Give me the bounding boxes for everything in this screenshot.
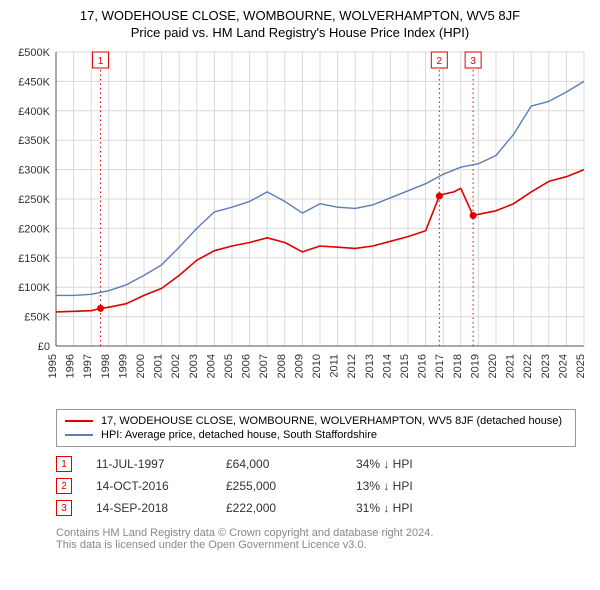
legend-swatch — [65, 434, 93, 436]
svg-text:2020: 2020 — [487, 354, 499, 378]
svg-text:£100K: £100K — [18, 282, 50, 294]
svg-text:1997: 1997 — [82, 354, 94, 378]
table-row: 3 14-SEP-2018 £222,000 31% ↓ HPI — [56, 497, 576, 519]
svg-text:£0: £0 — [38, 341, 50, 353]
event-price: £222,000 — [226, 501, 356, 515]
event-badge: 1 — [56, 456, 72, 472]
svg-text:£500K: £500K — [18, 47, 50, 59]
svg-text:£300K: £300K — [18, 165, 50, 177]
legend-label: HPI: Average price, detached house, Sout… — [101, 429, 377, 441]
chart-subtitle: Price paid vs. HM Land Registry's House … — [10, 25, 590, 40]
svg-text:2: 2 — [437, 56, 443, 67]
svg-text:2005: 2005 — [223, 354, 235, 378]
svg-text:1998: 1998 — [100, 354, 112, 378]
legend-item-hpi: HPI: Average price, detached house, Sout… — [65, 428, 567, 442]
event-delta: 31% ↓ HPI — [356, 501, 476, 515]
svg-text:2017: 2017 — [434, 354, 446, 378]
event-date: 11-JUL-1997 — [96, 457, 226, 471]
event-date: 14-OCT-2016 — [96, 479, 226, 493]
svg-text:2009: 2009 — [293, 354, 305, 378]
legend-label: 17, WODEHOUSE CLOSE, WOMBOURNE, WOLVERHA… — [101, 415, 562, 427]
event-price: £255,000 — [226, 479, 356, 493]
svg-text:2012: 2012 — [346, 354, 358, 378]
svg-text:2023: 2023 — [540, 354, 552, 378]
svg-text:2015: 2015 — [399, 354, 411, 378]
legend-swatch — [65, 420, 93, 422]
svg-text:2021: 2021 — [505, 354, 517, 378]
svg-text:1995: 1995 — [47, 354, 59, 378]
svg-text:£400K: £400K — [18, 106, 50, 118]
line-chart: £0 £50K £100K £150K £200K £250K £300K £350K £400… — [10, 46, 590, 396]
svg-text:2002: 2002 — [170, 354, 182, 378]
event-delta: 34% ↓ HPI — [356, 457, 476, 471]
svg-text:2011: 2011 — [329, 354, 341, 378]
svg-text:2016: 2016 — [417, 354, 429, 378]
footnote: Contains HM Land Registry data © Crown c… — [56, 527, 590, 551]
svg-text:1996: 1996 — [65, 354, 77, 378]
event-badge: 2 — [56, 478, 72, 494]
svg-text:2014: 2014 — [381, 354, 393, 378]
svg-text:2024: 2024 — [557, 354, 569, 378]
svg-text:2004: 2004 — [205, 354, 217, 378]
svg-text:2010: 2010 — [311, 354, 323, 378]
svg-text:£50K: £50K — [24, 312, 50, 324]
event-table: 1 11-JUL-1997 £64,000 34% ↓ HPI 2 14-OCT… — [56, 453, 576, 519]
svg-text:£350K: £350K — [18, 135, 50, 147]
svg-text:2001: 2001 — [153, 354, 165, 378]
event-badge: 3 — [56, 500, 72, 516]
footnote-line: This data is licensed under the Open Gov… — [56, 539, 590, 551]
svg-text:2025: 2025 — [575, 354, 587, 378]
table-row: 2 14-OCT-2016 £255,000 13% ↓ HPI — [56, 475, 576, 497]
svg-text:2019: 2019 — [469, 354, 481, 378]
svg-text:2013: 2013 — [364, 354, 376, 378]
svg-text:1999: 1999 — [117, 354, 129, 378]
svg-text:£150K: £150K — [18, 253, 50, 265]
svg-text:2022: 2022 — [522, 354, 534, 378]
svg-text:£200K: £200K — [18, 223, 50, 235]
chart-title: 17, WODEHOUSE CLOSE, WOMBOURNE, WOLVERHA… — [10, 8, 590, 23]
footnote-line: Contains HM Land Registry data © Crown c… — [56, 527, 590, 539]
title-block: 17, WODEHOUSE CLOSE, WOMBOURNE, WOLVERHA… — [10, 8, 590, 40]
svg-text:£250K: £250K — [18, 194, 50, 206]
table-row: 1 11-JUL-1997 £64,000 34% ↓ HPI — [56, 453, 576, 475]
svg-text:2007: 2007 — [258, 354, 270, 378]
svg-text:2000: 2000 — [135, 354, 147, 378]
event-delta: 13% ↓ HPI — [356, 479, 476, 493]
svg-text:£450K: £450K — [18, 76, 50, 88]
svg-text:2008: 2008 — [276, 354, 288, 378]
svg-text:2018: 2018 — [452, 354, 464, 378]
svg-text:2003: 2003 — [188, 354, 200, 378]
legend: 17, WODEHOUSE CLOSE, WOMBOURNE, WOLVERHA… — [56, 409, 576, 447]
event-price: £64,000 — [226, 457, 356, 471]
svg-text:1: 1 — [98, 56, 104, 67]
figure-container: 17, WODEHOUSE CLOSE, WOMBOURNE, WOLVERHA… — [0, 0, 600, 561]
event-date: 14-SEP-2018 — [96, 501, 226, 515]
legend-item-property: 17, WODEHOUSE CLOSE, WOMBOURNE, WOLVERHA… — [65, 414, 567, 428]
svg-text:3: 3 — [470, 56, 476, 67]
chart-area: £0 £50K £100K £150K £200K £250K £300K £350K £400… — [10, 46, 590, 401]
svg-text:2006: 2006 — [241, 354, 253, 378]
